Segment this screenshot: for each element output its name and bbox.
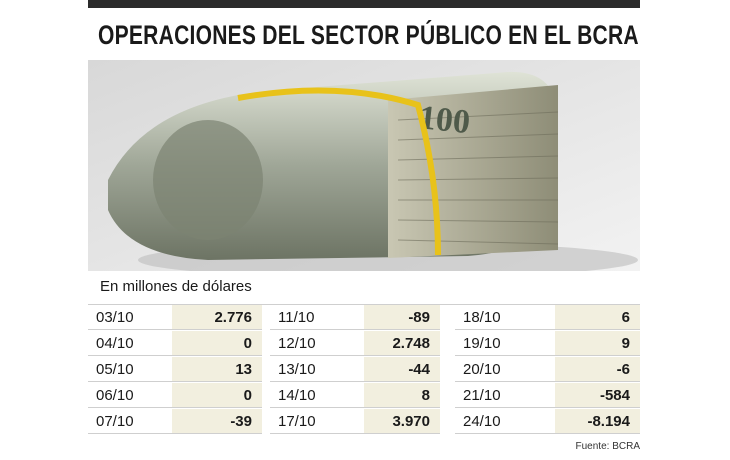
- money-photo: 100: [88, 60, 640, 271]
- value-cell: 2.748: [364, 331, 440, 356]
- value-cell: 0: [172, 383, 262, 408]
- value-cell: -6: [555, 357, 640, 382]
- title: OPERACIONES DEL SECTOR PÚBLICO EN EL BCR…: [98, 20, 639, 50]
- date-cell: 03/10: [88, 305, 172, 330]
- value-cell: 6: [555, 305, 640, 330]
- date-cell: 19/10: [455, 331, 555, 356]
- value-cell: 3.970: [364, 409, 440, 434]
- date-cell: 17/10: [270, 409, 364, 434]
- value-cell: 0: [172, 331, 262, 356]
- date-cell: 13/10: [270, 357, 364, 382]
- date-cell: 18/10: [455, 305, 555, 330]
- date-cell: 04/10: [88, 331, 172, 356]
- value-cell: 13: [172, 357, 262, 382]
- value-cell: 2.776: [172, 305, 262, 330]
- date-cell: 14/10: [270, 383, 364, 408]
- value-cell: -584: [555, 383, 640, 408]
- date-cell: 24/10: [455, 409, 555, 434]
- date-cell: 06/10: [88, 383, 172, 408]
- date-cell: 05/10: [88, 357, 172, 382]
- date-cell: 21/10: [455, 383, 555, 408]
- value-cell: -8.194: [555, 409, 640, 434]
- subtitle: En millones de dólares: [100, 278, 252, 295]
- date-cell: 12/10: [270, 331, 364, 356]
- value-cell: -89: [364, 305, 440, 330]
- top-bar: [88, 0, 640, 8]
- value-cell: 9: [555, 331, 640, 356]
- date-cell: 07/10: [88, 409, 172, 434]
- value-cell: -44: [364, 357, 440, 382]
- value-cell: 8: [364, 383, 440, 408]
- table-top-rule: [88, 304, 640, 305]
- value-cell: -39: [172, 409, 262, 434]
- date-cell: 20/10: [455, 357, 555, 382]
- source: Fuente: BCRA: [575, 441, 640, 452]
- date-cell: 11/10: [270, 305, 364, 330]
